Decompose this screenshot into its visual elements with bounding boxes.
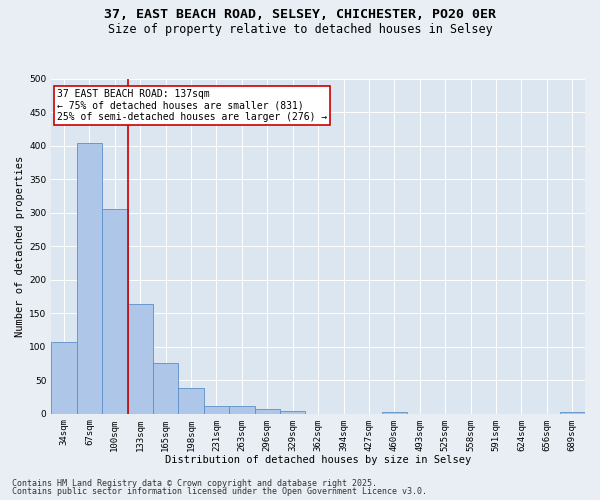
Bar [229,406,254,414]
Y-axis label: Number of detached properties: Number of detached properties [15,156,25,336]
Text: 37, EAST BEACH ROAD, SELSEY, CHICHESTER, PO20 0ER: 37, EAST BEACH ROAD, SELSEY, CHICHESTER,… [104,8,496,20]
Bar [102,209,128,414]
Bar [382,412,407,414]
Bar [153,364,178,414]
Text: Size of property relative to detached houses in Selsey: Size of property relative to detached ho… [107,22,493,36]
Bar [178,388,204,413]
Bar [280,411,305,414]
Bar [254,409,280,414]
Bar [128,304,153,414]
Bar [51,342,77,413]
Bar [77,143,102,413]
Text: Contains HM Land Registry data © Crown copyright and database right 2025.: Contains HM Land Registry data © Crown c… [12,478,377,488]
Text: Contains public sector information licensed under the Open Government Licence v3: Contains public sector information licen… [12,487,427,496]
Bar [560,412,585,414]
Text: 37 EAST BEACH ROAD: 137sqm
← 75% of detached houses are smaller (831)
25% of sem: 37 EAST BEACH ROAD: 137sqm ← 75% of deta… [56,88,327,122]
X-axis label: Distribution of detached houses by size in Selsey: Distribution of detached houses by size … [165,455,471,465]
Bar [204,406,229,413]
